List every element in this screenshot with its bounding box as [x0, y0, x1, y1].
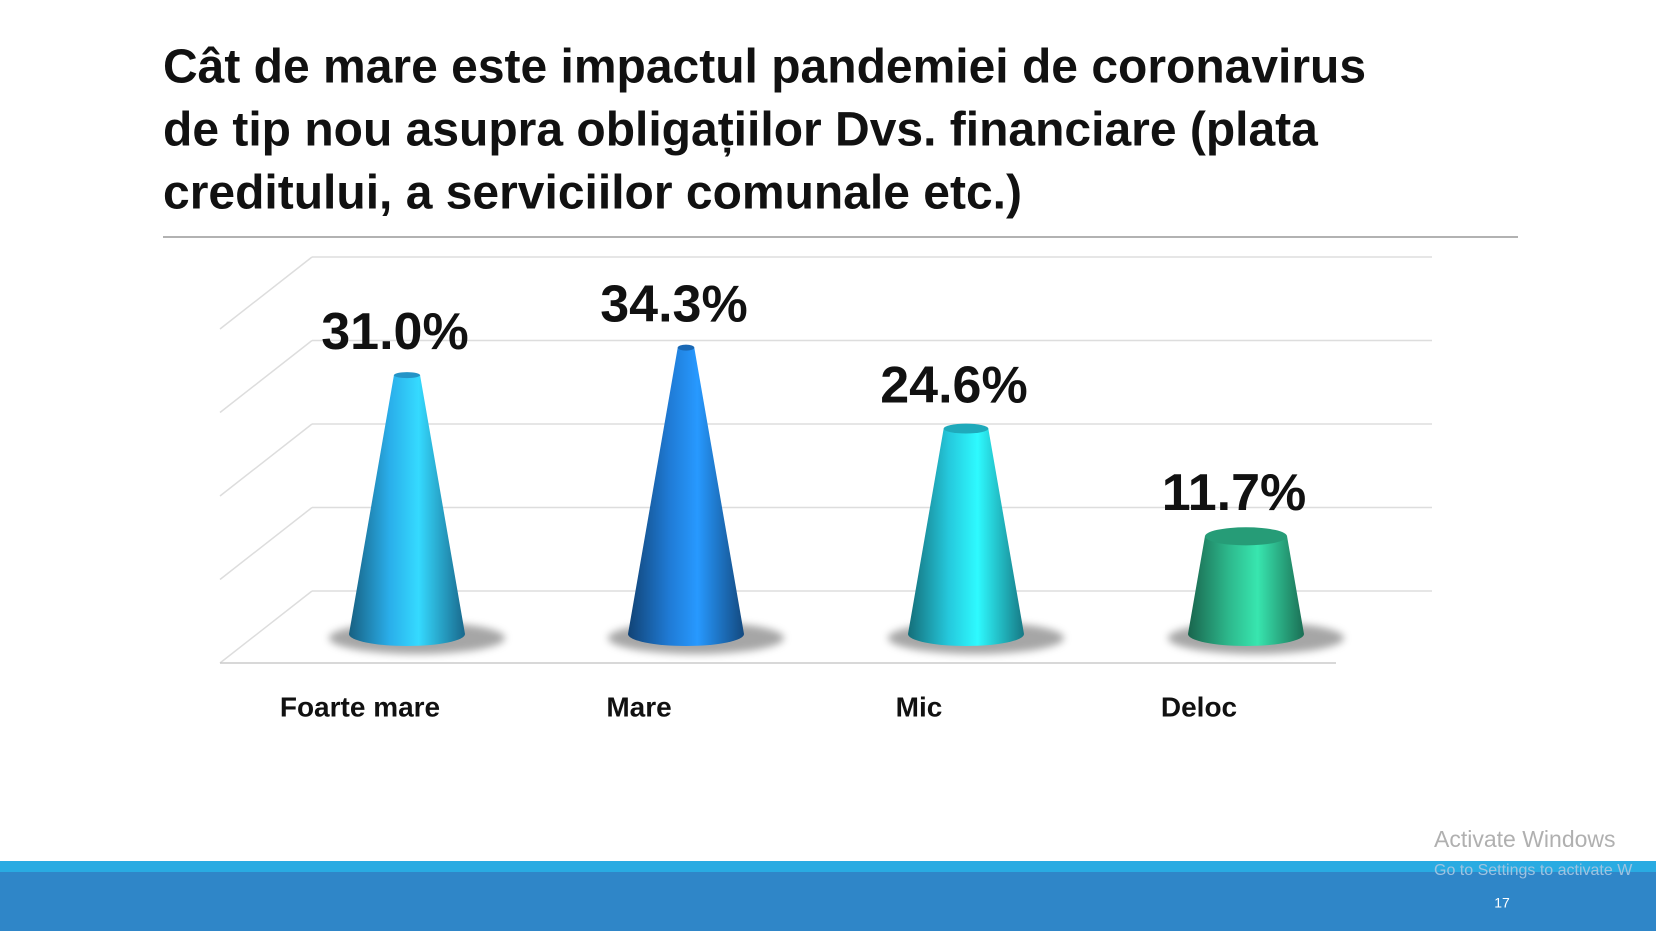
- cone: [349, 375, 465, 646]
- x-tick-label: Mare: [606, 691, 671, 722]
- cone-top: [677, 344, 695, 351]
- x-tick-label: Foarte mare: [280, 691, 440, 722]
- title-line: Cât de mare este impactul pandemiei de c…: [163, 41, 1366, 94]
- plot: 31.0% Foarte mare 34.3% Mare 24.6% Mic 11.7% De…: [219, 256, 1432, 722]
- title-line: de tip nou asupra obligațiilor Dvs. fina…: [163, 104, 1318, 157]
- grid-line: [219, 339, 313, 414]
- footer-strip: [0, 861, 1656, 872]
- page-number: 17: [1494, 895, 1510, 911]
- grid-line: [219, 423, 313, 497]
- watermark: Activate Windows: [1434, 826, 1616, 852]
- cone-top: [393, 372, 421, 379]
- title-line: creditului, a serviciilor comunale etc.): [163, 167, 1022, 220]
- value-label: 34.3%: [600, 275, 747, 333]
- grid-line: [219, 590, 313, 664]
- x-tick-label: Mic: [896, 691, 943, 722]
- footer-bar: [0, 861, 1656, 931]
- cone-top: [1204, 527, 1288, 546]
- grid-line: [219, 506, 313, 581]
- cone: [908, 428, 1024, 646]
- cone: [1188, 536, 1304, 646]
- watermark: Go to Settings to activate W: [1434, 862, 1633, 879]
- value-label: 31.0%: [321, 303, 468, 361]
- grid-line: [219, 256, 313, 330]
- value-label: 24.6%: [880, 356, 1027, 414]
- x-tick-label: Deloc: [1161, 691, 1237, 722]
- value-label: 11.7%: [1162, 464, 1307, 522]
- cone: [628, 347, 744, 646]
- cone-top: [943, 423, 989, 434]
